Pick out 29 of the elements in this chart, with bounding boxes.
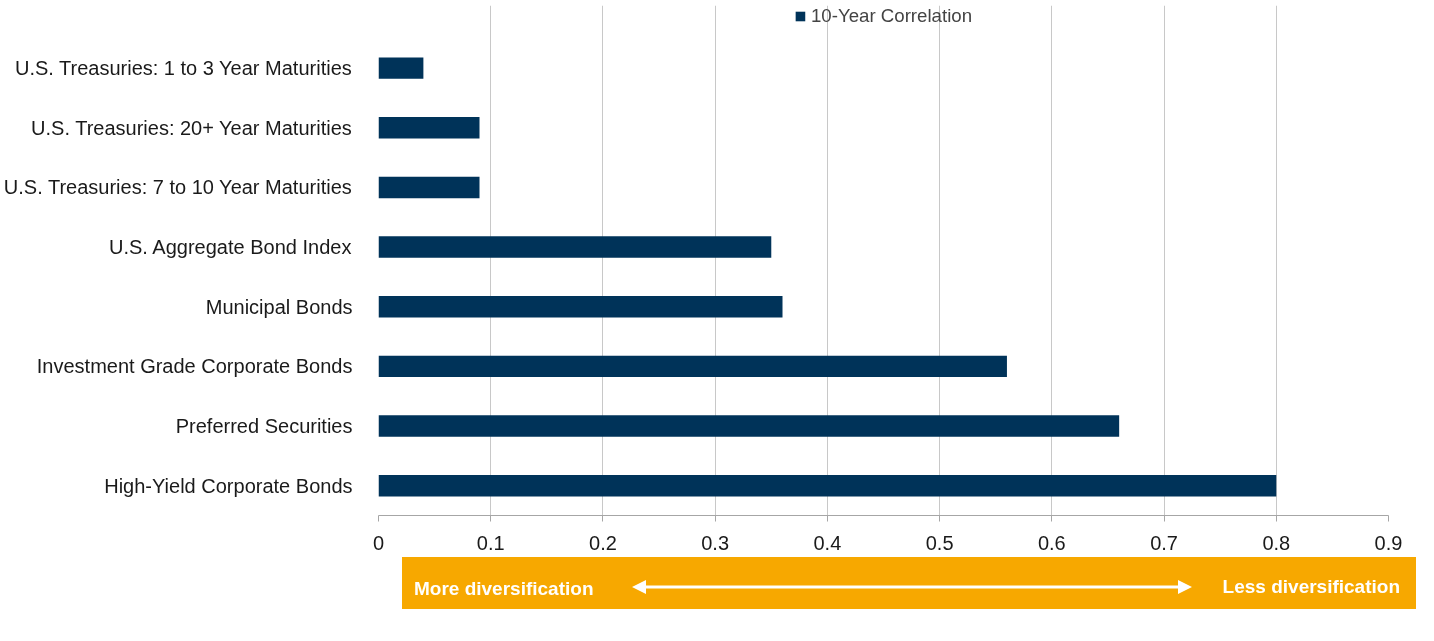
y-tick-label: Municipal Bonds <box>205 295 353 318</box>
bar <box>378 236 772 258</box>
text: Less diversification <box>1222 575 1400 599</box>
bar <box>378 57 424 79</box>
x-tick-label: 0.7 <box>1150 531 1178 554</box>
x-tick-label: 0.4 <box>813 531 842 554</box>
bar <box>378 355 1007 378</box>
bar <box>378 295 783 318</box>
x-tick-label: 0.2 <box>589 531 617 554</box>
legend-label: 10-Year Correlation <box>810 5 973 27</box>
y-tick-label: U.S. Aggregate Bond Index <box>109 236 352 259</box>
text: More diversification <box>414 577 594 601</box>
y-tick-label: High-Yield Corporate Bonds <box>104 474 353 497</box>
x-tick-label: 0.9 <box>1374 531 1403 554</box>
x-tick-label: 0.3 <box>701 531 730 554</box>
y-tick-label: Preferred Securities <box>175 415 353 438</box>
x-tick-label: 0 <box>372 531 385 554</box>
x-tick-label: 0.8 <box>1262 531 1291 554</box>
bar <box>378 474 1277 497</box>
bar <box>378 117 480 139</box>
y-tick-label: Investment Grade Corporate Bonds <box>36 355 353 378</box>
y-tick-label: U.S. Treasuries: 20+ Year Maturities <box>31 116 352 139</box>
x-tick-label: 0.6 <box>1037 531 1066 554</box>
x-tick-label: 0.1 <box>476 531 505 554</box>
y-tick-label: U.S. Treasuries: 1 to 3 Year Maturities <box>14 57 352 80</box>
bar <box>378 415 1120 437</box>
bar <box>378 176 480 199</box>
y-tick-label: U.S. Treasuries: 7 to 10 Year Maturities <box>3 176 352 199</box>
x-tick-label: 0.5 <box>925 531 954 554</box>
